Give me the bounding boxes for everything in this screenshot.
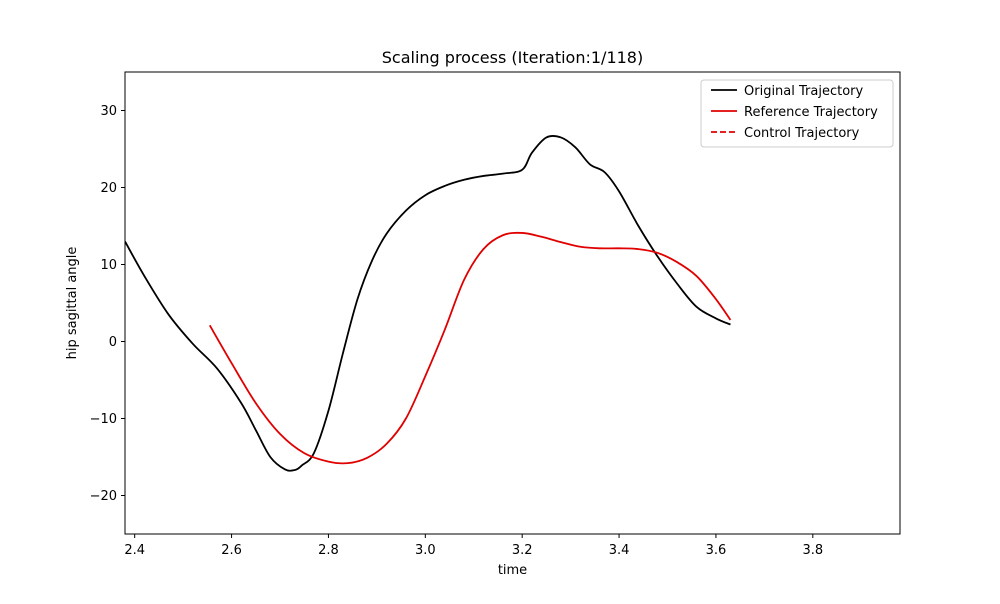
x-axis-label: time [498,563,527,578]
x-tick-label: 2.4 [124,543,145,558]
x-tick-label: 3.4 [609,543,630,558]
y-tick-label: 0 [109,335,117,350]
y-tick-label: 20 [100,181,117,196]
legend-box [700,79,894,148]
x-tick-label: 2.6 [221,543,242,558]
y-tick-label: −20 [90,489,117,504]
plot-area-frame [124,71,901,535]
series-line-reference-trajectory [208,231,732,465]
y-tick-label: 10 [100,258,117,273]
series-line-original-trajectory [125,134,731,472]
legend: Original Trajectory Reference Trajectory… [700,79,894,148]
legend-label-reference: Reference Trajectory [744,105,878,120]
legend-label-control: Control Trajectory [744,126,860,141]
x-tick-label: 2.8 [318,543,339,558]
x-tick-label: 3.8 [802,543,823,558]
y-tick-label: 30 [100,104,117,119]
x-tick-label: 3.6 [706,543,727,558]
x-tick-label: 3.0 [415,543,436,558]
x-tick-label: 3.2 [512,543,533,558]
y-axis-label: hip sagittal angle [65,247,80,360]
legend-label-original: Original Trajectory [744,84,863,99]
chart-title: Scaling process (Iteration:1/118) [382,48,643,67]
y-tick-label: −10 [90,412,117,427]
